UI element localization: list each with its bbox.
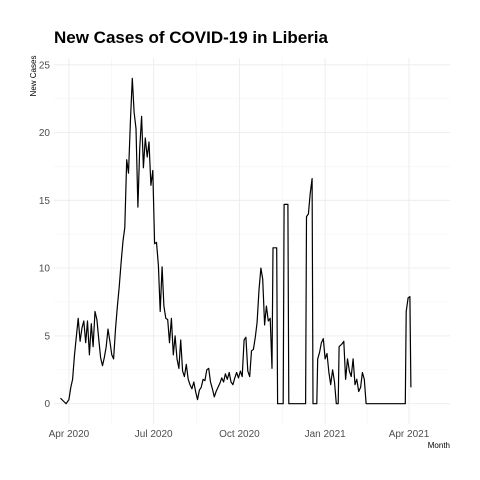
x-tick-label: Jan 2021	[305, 429, 347, 440]
y-tick-label: 20	[39, 128, 51, 139]
y-axis-label: New Cases	[29, 56, 38, 97]
y-tick-label: 15	[39, 196, 51, 207]
grid-lines	[54, 58, 450, 424]
y-tick-label: 0	[44, 399, 50, 410]
chart-title: New Cases of COVID-19 in Liberia	[54, 28, 329, 47]
series-line	[60, 77, 412, 405]
x-tick-label: Oct 2020	[219, 429, 260, 440]
tick-labels: 0 5 10 15 20 25 Apr 2020 Jul 2020 Oct 2020 Jan 20…	[39, 60, 430, 440]
y-tick-label: 5	[44, 331, 50, 342]
x-tick-label: Apr 2020	[49, 429, 90, 440]
y-tick-label: 25	[39, 60, 51, 71]
x-tick-label: Apr 2021	[389, 429, 430, 440]
x-tick-label: Jul 2020	[135, 429, 173, 440]
x-axis-label: Month	[428, 441, 450, 450]
y-tick-label: 10	[39, 264, 51, 275]
